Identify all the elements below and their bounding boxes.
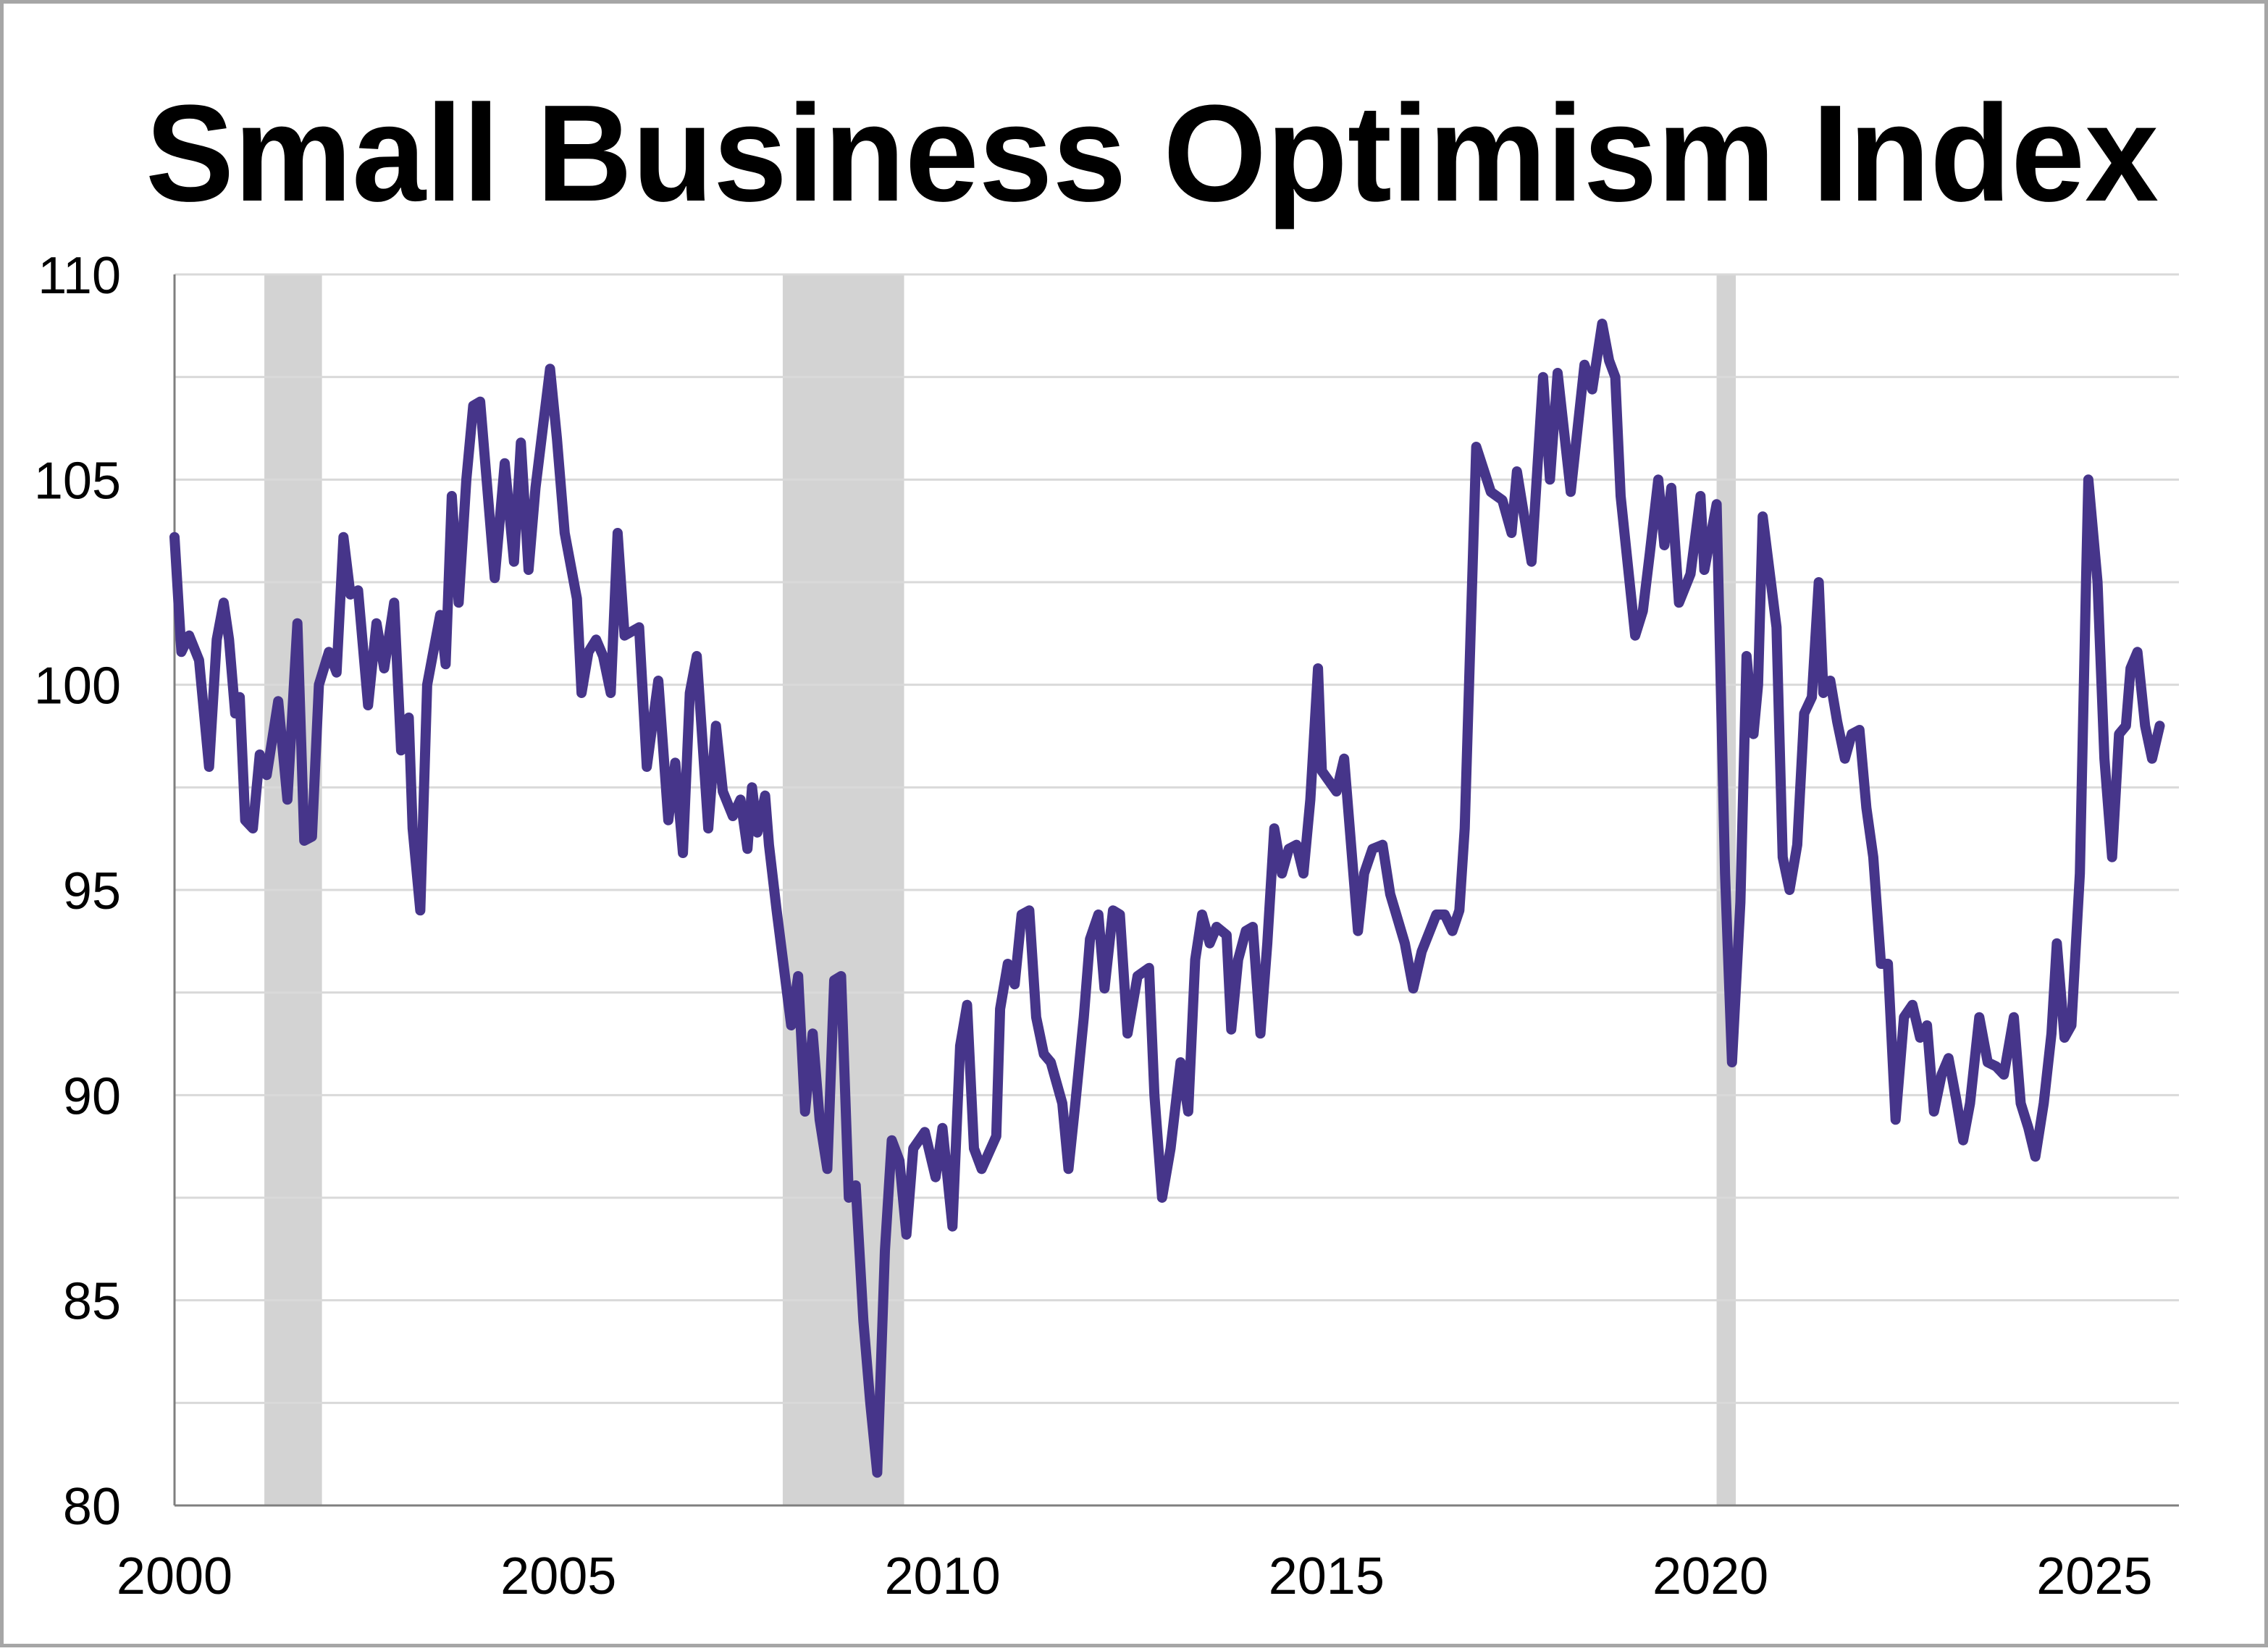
series-line — [169, 319, 2165, 1478]
series-group — [169, 319, 2165, 1478]
x-axis-ticks: 2000 2005 2010 2015 2020 2025 — [117, 1547, 2153, 1605]
x-tick-label: 2015 — [1269, 1547, 1385, 1605]
axes — [173, 274, 2179, 1507]
x-tick-label: 2025 — [2036, 1547, 2152, 1605]
y-tick-label: 80 — [63, 1478, 121, 1536]
x-tick-label: 2005 — [500, 1547, 616, 1605]
y-tick-label: 85 — [63, 1273, 121, 1331]
y-tick-label: 110 — [38, 247, 121, 305]
chart-title: Small Business Optimism Index — [146, 77, 2159, 230]
y-axis-ticks: 80 85 90 95 100 105 110 — [34, 247, 121, 1536]
line-chart: Small Business Optimism Index 80 85 90 95 10… — [34, 77, 2179, 1605]
x-tick-label: 2020 — [1652, 1547, 1768, 1605]
y-tick-label: 100 — [34, 658, 121, 715]
x-tick-label: 2000 — [117, 1547, 232, 1605]
x-tick-label: 2010 — [884, 1547, 1000, 1605]
y-tick-label: 95 — [63, 862, 121, 920]
gridlines — [175, 273, 2179, 1404]
y-tick-label: 90 — [63, 1067, 121, 1125]
y-tick-label: 105 — [34, 452, 121, 510]
